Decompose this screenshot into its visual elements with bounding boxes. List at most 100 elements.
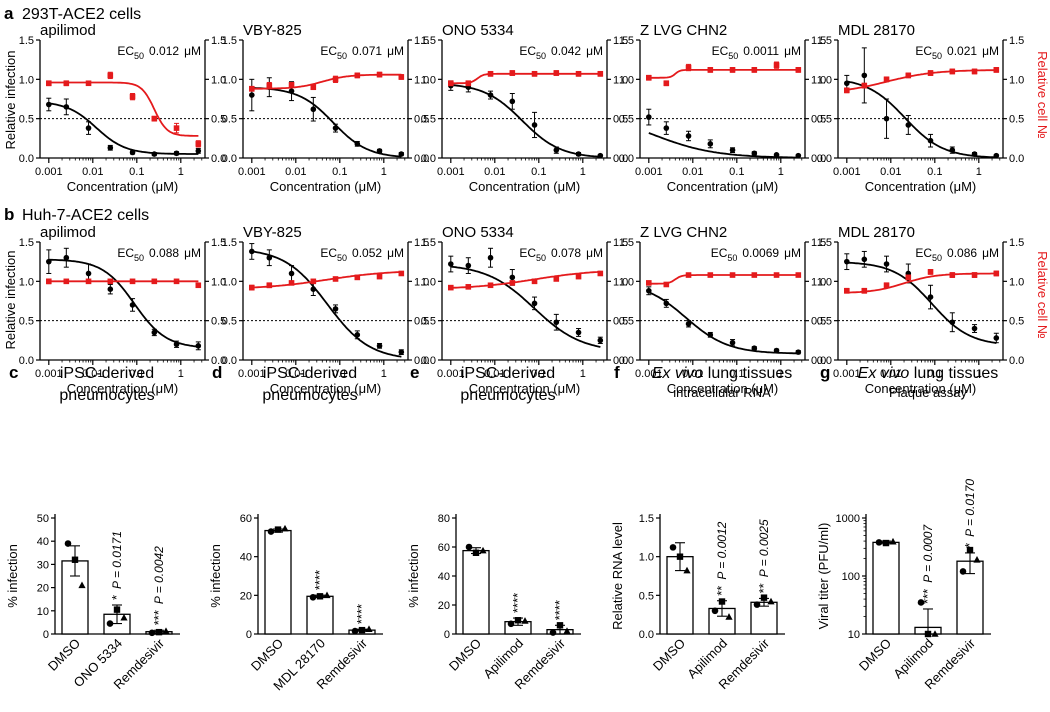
y-tick-label-left: 1.5: [421, 35, 436, 47]
y-tick-label: 0.0: [639, 629, 654, 641]
viability-point: [448, 80, 454, 87]
viability-point: [971, 68, 978, 75]
significance-label: * P = 0.0170: [962, 479, 977, 548]
viability-point: [354, 72, 361, 79]
y-tick-label-left: 1.0: [421, 276, 436, 288]
y-tick-label-left: 0.0: [817, 355, 832, 367]
x-tick-label: 1: [778, 368, 784, 380]
viability-fit-curve: [846, 69, 997, 91]
viability-point: [685, 272, 692, 278]
x-tick-label: 1: [381, 166, 387, 178]
dose-response-panel-a4: 0.0 0.0 0.5 0.5 1.0 1.0 1.5 1.5 0.001 0.01 0.1 1Con…: [619, 22, 827, 194]
x-tick-label: 1: [976, 166, 982, 178]
x-axis-label: Concentration (μM): [667, 381, 779, 396]
y-tick-label-left: 0.5: [817, 114, 832, 126]
panel-title: apilimod: [40, 22, 96, 39]
significance-label: * P = 0.0171: [109, 531, 124, 600]
infection-point: [63, 254, 70, 261]
viability-point: [266, 282, 273, 289]
x-tick-label: 0.001: [238, 166, 266, 178]
infection-point: [729, 339, 736, 346]
viability-point: [465, 80, 472, 87]
significance-stars: **: [756, 583, 771, 593]
y-axis-label: % infection: [5, 544, 20, 608]
y-tick-label-left: 1.0: [817, 276, 832, 288]
y-tick-label-left: 1.0: [19, 74, 34, 86]
infection-fit-curve: [251, 86, 402, 158]
row-b-ylabel-left: Relative infection: [3, 251, 18, 350]
data-point-square: [718, 598, 726, 605]
x-axis-label: Concentration (μM): [469, 381, 581, 396]
viability-point: [993, 67, 1000, 73]
significance-stars: ****: [312, 570, 327, 590]
infection-point: [597, 337, 604, 344]
x-tick-label: 0.01: [285, 166, 306, 178]
y-tick-label-left: 0.5: [222, 114, 237, 126]
viability-point: [129, 278, 136, 285]
viability-point: [376, 273, 383, 280]
significance-label: ****: [552, 600, 567, 620]
viability-point: [949, 68, 956, 75]
data-point-triangle: [973, 556, 981, 563]
data-point-square: [113, 606, 121, 613]
infection-point: [509, 274, 516, 281]
ec50-unit: μM: [784, 44, 801, 58]
ec50-label: EC: [915, 246, 932, 260]
ec50-annotation: EC50 0.052 μM: [320, 246, 404, 263]
data-point-triangle: [683, 566, 691, 574]
data-point-circle: [875, 539, 883, 546]
viability-point: [575, 273, 582, 280]
infection-point: [398, 151, 405, 157]
x-tick-label: 0.001: [437, 368, 465, 380]
x-tick-label: 0.01: [682, 368, 703, 380]
viability-point: [465, 284, 472, 290]
panel-title: VBY-825: [243, 22, 302, 39]
data-point-triangle: [323, 591, 331, 599]
row-a-ylabel-left: Relative infection: [3, 51, 18, 150]
ec50-label: EC: [117, 246, 134, 260]
x-tick-label: 0.01: [484, 368, 505, 380]
infection-point: [249, 248, 255, 255]
data-point-triangle: [78, 581, 86, 589]
significance-stars: ****: [354, 604, 369, 624]
x-tick-label: 0.01: [484, 166, 505, 178]
infection-point: [354, 332, 361, 338]
y-tick-label: 20: [240, 590, 252, 602]
infection-fit-curve: [48, 102, 199, 155]
infection-point: [249, 92, 255, 98]
y-tick-label-left: 1.0: [19, 276, 34, 288]
viability-fit-curve: [846, 272, 997, 294]
infection-point: [751, 150, 758, 157]
viability-point: [448, 284, 454, 291]
y-tick-label-left: 0.0: [19, 153, 34, 165]
y-tick-label-right: 0.5: [811, 316, 826, 328]
viability-point: [927, 70, 934, 76]
infection-point: [195, 343, 202, 349]
y-tick-label-right: 0.5: [414, 316, 429, 328]
dose-response-panel-b2: 0.0 0.0 0.5 0.5 1.0 1.0 1.5 1.5 0.001 0.01 0.1 1Con…: [222, 224, 430, 396]
data-point-square: [760, 594, 768, 601]
x-tick-label: 0.01: [285, 368, 306, 380]
x-axis-label: Concentration (μM): [270, 381, 382, 396]
viability-point: [646, 74, 652, 81]
data-point-triangle: [365, 625, 373, 632]
panel-title-italic: Ex vivo: [858, 365, 910, 382]
data-point-square: [924, 630, 932, 638]
viability-point: [398, 270, 405, 277]
data-point-square: [358, 626, 366, 634]
panel-title-rest: lung tissues: [909, 365, 998, 382]
infection-fit-curve: [846, 261, 997, 344]
y-tick-label-left: 0.0: [222, 355, 237, 367]
panel-title-line2: intracellular RNA: [673, 385, 771, 400]
viability-point: [663, 281, 670, 288]
data-point-triangle: [563, 627, 571, 634]
significance-label: *** P = 0.0042: [151, 546, 166, 625]
significance-label: *** P = 0.0007: [920, 524, 935, 604]
infection-fit-curve: [648, 132, 799, 159]
ec50-value: 0.012: [149, 44, 179, 58]
infection-point: [575, 329, 582, 336]
infection-point: [151, 329, 158, 336]
x-tick-label: 0.01: [82, 166, 103, 178]
y-tick-label-left: 0.5: [817, 316, 832, 328]
